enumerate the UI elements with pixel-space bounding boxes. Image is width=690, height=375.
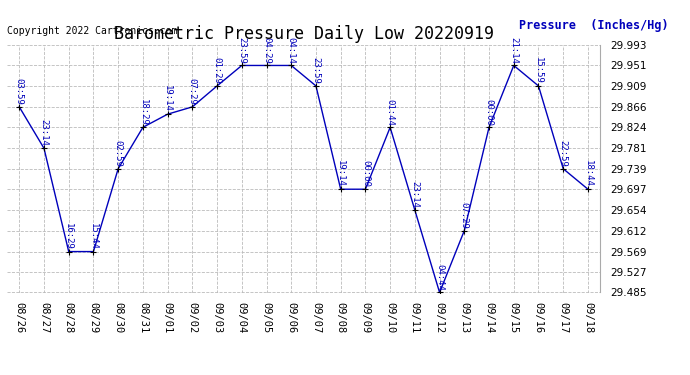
Text: 03:59: 03:59 [14,78,23,105]
Text: 23:14: 23:14 [411,182,420,208]
Text: Copyright 2022 Cartronics.com: Copyright 2022 Cartronics.com [7,26,177,36]
Text: 04:44: 04:44 [435,264,444,291]
Text: 16:29: 16:29 [64,223,73,250]
Text: 00:00: 00:00 [361,160,370,187]
Text: 19:14: 19:14 [163,86,172,112]
Text: 23:14: 23:14 [39,120,48,146]
Text: Pressure  (Inches/Hg): Pressure (Inches/Hg) [519,19,668,32]
Text: 04:14: 04:14 [287,37,296,63]
Text: 04:29: 04:29 [262,37,271,63]
Text: 15:44: 15:44 [89,223,98,250]
Text: 21:14: 21:14 [509,37,518,63]
Text: 07:29: 07:29 [188,78,197,105]
Text: 15:59: 15:59 [534,57,543,84]
Text: 19:14: 19:14 [336,160,345,187]
Text: 01:44: 01:44 [386,99,395,125]
Title: Barometric Pressure Daily Low 20220919: Barometric Pressure Daily Low 20220919 [114,26,493,44]
Text: 02:59: 02:59 [114,140,123,167]
Text: 23:59: 23:59 [237,37,246,63]
Text: 00:00: 00:00 [484,99,493,125]
Text: 18:29: 18:29 [139,99,148,125]
Text: 07:29: 07:29 [460,202,469,229]
Text: 01:29: 01:29 [213,57,221,84]
Text: 22:59: 22:59 [559,140,568,167]
Text: 18:44: 18:44 [584,160,593,187]
Text: 23:59: 23:59 [311,57,320,84]
